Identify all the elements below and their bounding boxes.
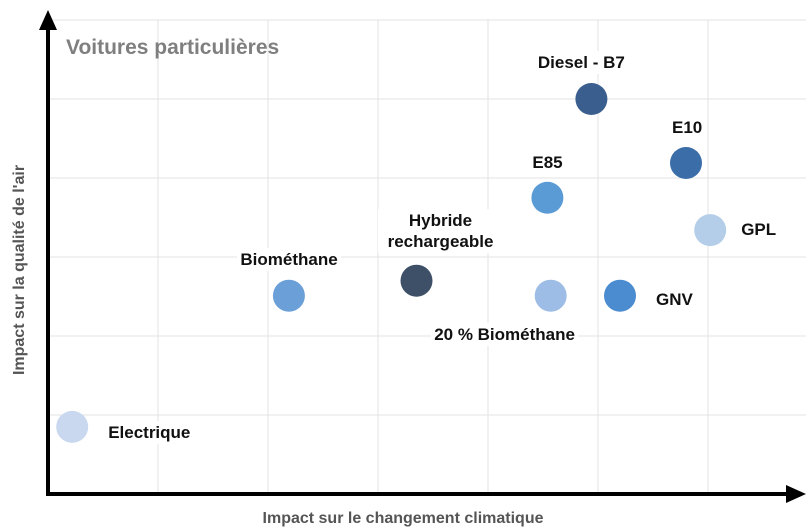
data-point (694, 214, 727, 247)
data-point (272, 279, 305, 312)
point-label: Biométhane (237, 248, 341, 272)
data-point (604, 279, 636, 312)
x-axis-arrow (786, 485, 806, 503)
data-point (56, 410, 89, 443)
y-axis-arrow (39, 10, 57, 30)
y-axis-label: Impact sur la qualité de l'air (11, 164, 28, 376)
point-label: GPL (738, 217, 780, 241)
data-point (531, 181, 564, 214)
point-label: GNV (653, 288, 696, 312)
point-label: Electrique (105, 421, 194, 445)
point-label: 20 % Biométhane (431, 323, 578, 347)
data-point (670, 146, 702, 179)
point-label: E10 (669, 116, 706, 140)
point-label: E85 (529, 151, 566, 175)
data-point (575, 83, 608, 115)
x-axis-label: Impact sur le changement climatique (262, 510, 544, 527)
point-label: Diesel - B7 (534, 50, 628, 74)
data-point (400, 264, 433, 297)
data-point (534, 279, 567, 312)
chart-title: Voitures particulières (66, 36, 280, 59)
point-label: Hybride rechargeable (377, 208, 504, 253)
